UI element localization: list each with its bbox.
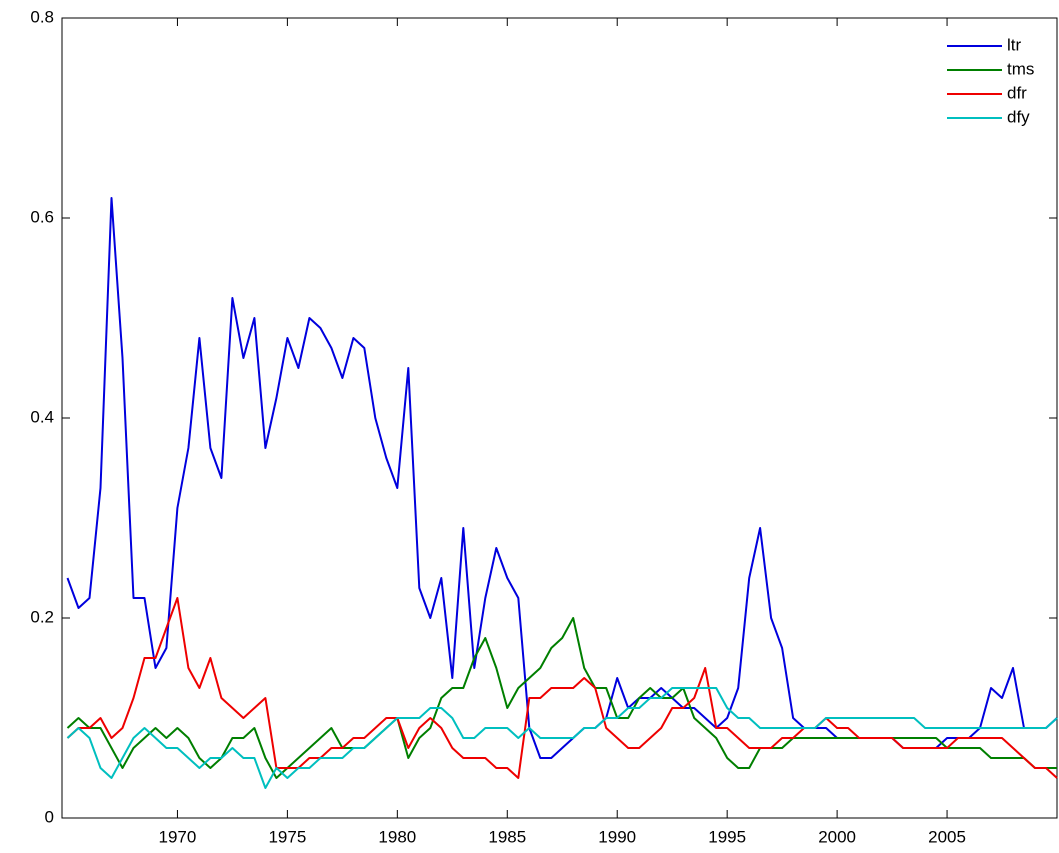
y-tick-label: 0.8 — [30, 7, 54, 26]
series-line — [66, 597, 1058, 779]
x-tick-label: 1985 — [488, 827, 526, 846]
series-line — [66, 197, 1058, 759]
plot-frame — [61, 17, 1058, 819]
x-tick-label: 1970 — [159, 827, 197, 846]
x-tick-label: 2005 — [928, 827, 966, 846]
y-tick-label: 0 — [45, 807, 54, 826]
y-tick-label: 0.6 — [30, 207, 54, 226]
y-tick-label: 0.2 — [30, 607, 54, 626]
legend-label: ltr — [1007, 35, 1022, 54]
x-tick-label: 1995 — [708, 827, 746, 846]
x-tick-label: 1975 — [268, 827, 306, 846]
legend-label: dfy — [1007, 107, 1030, 126]
x-tick-label: 1980 — [378, 827, 416, 846]
legend-label: tms — [1007, 59, 1034, 78]
series-line — [66, 617, 1057, 779]
series-line — [66, 687, 1058, 789]
x-tick-label: 2000 — [818, 827, 856, 846]
x-tick-label: 1990 — [598, 827, 636, 846]
legend-label: dfr — [1007, 83, 1027, 102]
y-tick-label: 0.4 — [30, 407, 54, 426]
